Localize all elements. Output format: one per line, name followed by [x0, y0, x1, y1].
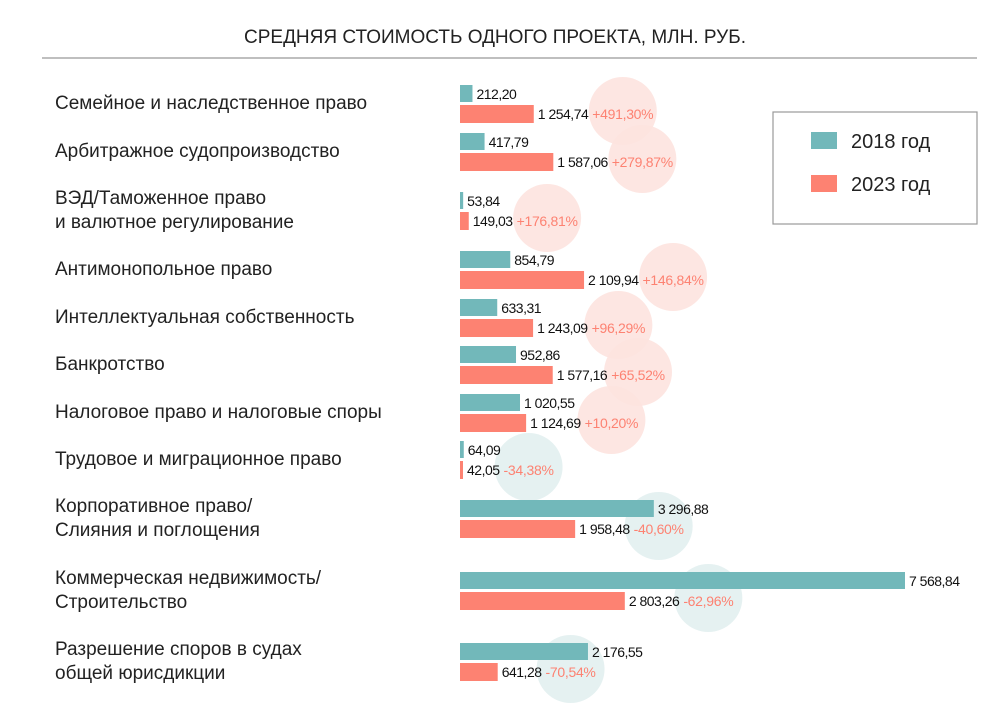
value-label-2018: 633,31 [501, 300, 542, 316]
value-label-2023: 1 587,06 [557, 154, 608, 170]
bar-2018 [460, 85, 473, 102]
bar-2018 [460, 299, 498, 316]
change-label: +176,81% [517, 213, 578, 229]
value-label-2023: 641,28 [502, 664, 543, 680]
value-label-2018: 7 568,84 [909, 573, 960, 589]
legend-swatch-2018 [811, 132, 837, 149]
value-label-2023: 1 577,16 [557, 367, 608, 383]
change-circle [639, 243, 708, 311]
legend-label-2023: 2023 год [851, 174, 931, 196]
bar-2023 [460, 271, 585, 289]
bar-2023 [460, 319, 534, 337]
value-label-2018: 2 176,55 [592, 644, 643, 660]
bar-2018 [460, 133, 485, 150]
change-label: +65,52% [611, 367, 665, 383]
bar-2018 [460, 441, 464, 458]
bar-2023 [460, 592, 625, 610]
change-label: -62,96% [683, 593, 733, 609]
value-label-2018: 854,79 [514, 252, 555, 268]
value-label-2018: 1 020,55 [524, 395, 575, 411]
change-label: +96,29% [592, 320, 646, 336]
change-label: -70,54% [546, 664, 596, 680]
category-label: Налоговое право и налоговые споры [55, 402, 382, 423]
category-label: Коммерческая недвижимость/ [55, 568, 322, 589]
legend-label-2018: 2018 год [851, 131, 931, 153]
legend-swatch-2023 [811, 175, 837, 192]
legend-box [772, 111, 978, 225]
bar-2023 [460, 212, 469, 230]
bar-2018 [460, 572, 905, 589]
category-label: ВЭД/Таможенное право [55, 188, 266, 209]
category-label: и валютное регулирование [55, 212, 294, 233]
bar-2018 [460, 394, 521, 411]
bar-2023 [460, 461, 463, 479]
bar-2018 [460, 643, 588, 660]
category-label: Арбитражное судопроизводство [55, 141, 340, 162]
value-label-2023: 149,03 [473, 213, 514, 229]
bar-2018 [460, 346, 517, 363]
bar-2023 [460, 663, 498, 681]
value-label-2023: 42,05 [467, 462, 500, 478]
category-label: Банкротство [55, 354, 165, 375]
value-label-2023: 1 958,48 [579, 521, 630, 537]
value-label-2023: 2 109,94 [588, 272, 639, 288]
value-label-2018: 417,79 [489, 134, 530, 150]
change-label: +279,87% [612, 154, 673, 170]
category-label: Корпоративное право/ [55, 496, 253, 517]
bar-2023 [460, 366, 553, 384]
change-label: -40,60% [634, 521, 684, 537]
bar-2018 [460, 500, 654, 517]
value-label-2018: 53,84 [467, 193, 500, 209]
bar-2023 [460, 105, 534, 123]
value-label-2023: 1 254,74 [538, 106, 589, 122]
value-label-2023: 1 124,69 [530, 415, 581, 431]
bar-2018 [460, 192, 464, 209]
value-label-2023: 2 803,26 [629, 593, 680, 609]
change-label: +10,20% [585, 415, 639, 431]
change-circle [577, 386, 646, 454]
chart-title: СРЕДНЯЯ СТОИМОСТЬ ОДНОГО ПРОЕКТА, МЛН. Р… [244, 27, 746, 48]
change-circle [494, 433, 563, 501]
value-label-2018: 64,09 [468, 442, 501, 458]
value-label-2018: 3 296,88 [658, 501, 709, 517]
change-circle [513, 184, 582, 252]
value-label-2018: 212,20 [476, 86, 517, 102]
category-label: общей юрисдикции [55, 663, 225, 684]
bar-2023 [460, 414, 527, 432]
category-label: Антимонопольное право [55, 259, 272, 280]
change-circle [608, 125, 677, 193]
change-label: -34,38% [504, 462, 554, 478]
change-label: +146,84% [643, 272, 704, 288]
legend: 2018 год 2023 год [772, 111, 978, 225]
category-label: Семейное и наследственное право [55, 93, 367, 114]
category-label: Интеллектуальная собственность [55, 307, 355, 328]
category-label: Трудовое и миграционное право [55, 449, 342, 470]
change-label: +491,30% [592, 106, 653, 122]
category-label: Слияния и поглощения [55, 520, 260, 541]
bar-2023 [460, 520, 576, 538]
category-label: Строительство [55, 592, 187, 613]
bar-2023 [460, 153, 554, 171]
value-label-2018: 952,86 [520, 347, 561, 363]
bar-2018 [460, 251, 511, 268]
value-label-2023: 1 243,09 [537, 320, 588, 336]
category-label: Разрешение споров в судах [55, 639, 302, 660]
